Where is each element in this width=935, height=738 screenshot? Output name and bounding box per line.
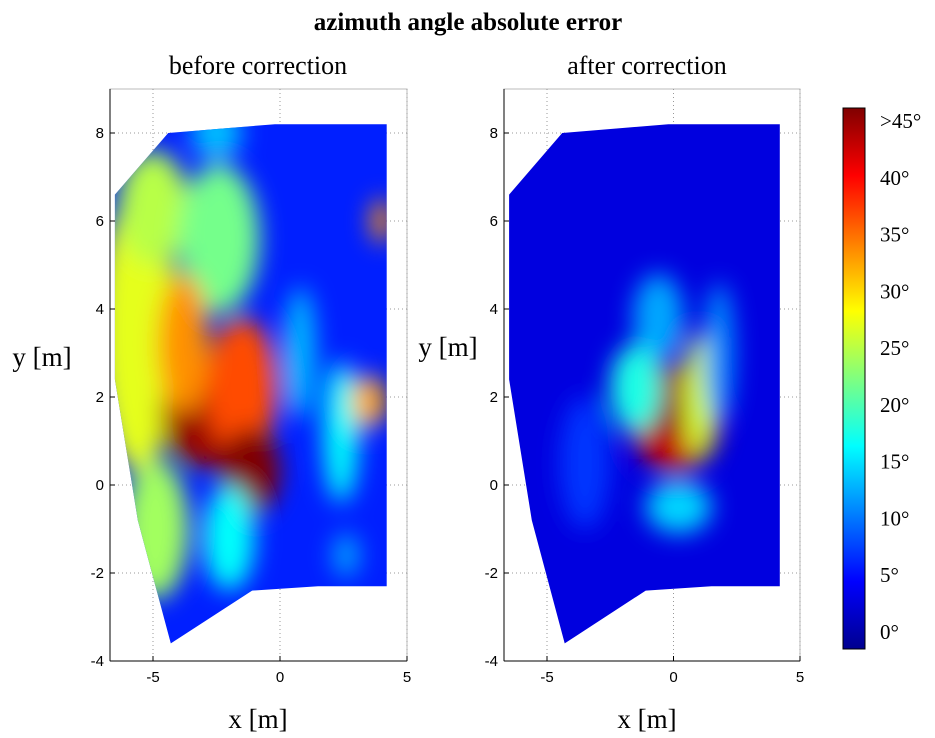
y-tick-label: 8 <box>96 125 104 142</box>
colorbar-tick-label: 0° <box>880 620 899 644</box>
heatmap-blob <box>117 150 189 265</box>
panel-after: after correction -5 0 5 8 6 4 2 0 -2 -4 x [m] y [… <box>418 51 804 734</box>
y-tick-label: 4 <box>96 301 104 318</box>
y-tick-label: 4 <box>490 301 498 318</box>
y-tick-label: 0 <box>490 477 498 494</box>
heatmap-blob <box>158 273 209 415</box>
colorbar-tick-label: 30° <box>880 279 909 303</box>
heatmap-blob <box>285 287 316 419</box>
heatmap-blob <box>633 273 684 362</box>
colorbar: 0° 5° 10° 15° 20° 25° 30° 35° 40° >45° <box>842 107 921 650</box>
colorbar-tick-label: 15° <box>880 450 909 474</box>
heatmap-blob <box>610 344 661 433</box>
x-tick-label: 0 <box>276 669 284 686</box>
colorbar-tick-label: 20° <box>880 393 909 417</box>
heatmap-blob <box>703 282 735 424</box>
y-axis-label: y [m] <box>12 342 71 372</box>
y-tick-label: -4 <box>485 653 498 670</box>
y-tick-label: 2 <box>490 389 498 406</box>
y-tick-label: 6 <box>490 213 498 230</box>
y-tick-label: -4 <box>91 653 104 670</box>
plot-axes: -5 0 5 8 6 4 2 0 -2 -4 <box>91 89 411 686</box>
x-axis-label: x [m] <box>228 704 287 734</box>
y-axis-label: y [m] <box>418 332 477 362</box>
x-tick-label: -5 <box>540 669 553 686</box>
y-tick-label: -2 <box>91 565 104 582</box>
panel-subtitle: after correction <box>567 51 727 80</box>
heatmap-blob <box>178 163 260 314</box>
colorbar-tick-label: 10° <box>880 506 909 530</box>
heatmap-blob <box>323 361 359 503</box>
panel-subtitle: before correction <box>169 51 347 80</box>
y-tick-label: 0 <box>96 477 104 494</box>
figure-title: azimuth angle absolute error <box>314 9 623 36</box>
x-axis-label: x [m] <box>617 704 676 734</box>
heatmap-blob <box>206 317 278 459</box>
x-tick-label: -5 <box>146 669 159 686</box>
heatmap-blob <box>371 199 387 243</box>
heatmap-blob <box>203 485 255 591</box>
heatmap-blob <box>559 397 611 529</box>
x-tick-label: 5 <box>403 669 411 686</box>
plot-axes: -5 0 5 8 6 4 2 0 -2 -4 <box>485 89 804 686</box>
colorbar-tick-label: >45° <box>880 109 921 133</box>
heatmap-blob <box>645 480 712 534</box>
colorbar-tick-label: 5° <box>880 563 899 587</box>
x-tick-label: 0 <box>669 669 677 686</box>
heatmap-blob <box>191 124 242 160</box>
colorbar-tick-label: 25° <box>880 336 909 360</box>
x-tick-label: 5 <box>796 669 804 686</box>
heatmap-blob <box>351 375 387 428</box>
colorbar-tick-label: 40° <box>880 166 909 190</box>
y-tick-label: 8 <box>490 125 498 142</box>
heatmap-surface <box>509 124 780 644</box>
y-tick-label: 2 <box>96 389 104 406</box>
colorbar-gradient <box>842 107 866 650</box>
heatmap-blob <box>333 533 359 578</box>
y-tick-label: 6 <box>96 213 104 230</box>
panel-before: before correction -5 0 5 8 6 4 2 0 -2 -4 x [m] y … <box>12 51 411 734</box>
colorbar-tick-label: 35° <box>880 223 909 247</box>
y-tick-label: -2 <box>485 565 498 582</box>
